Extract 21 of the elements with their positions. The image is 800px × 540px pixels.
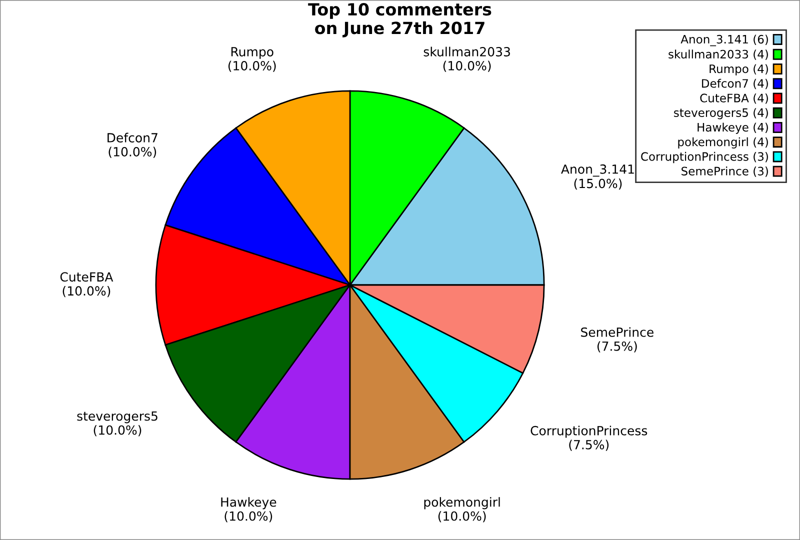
legend-label: Anon_3.141 (6)	[680, 34, 768, 46]
legend-label: pokemongirl (4)	[678, 137, 768, 148]
chart-title: Top 10 commenters on June 27th 2017	[308, 2, 492, 38]
legend-label: SemePrince (3)	[682, 166, 768, 177]
data-label: Hawkeye (10.0%)	[221, 497, 276, 522]
legend-label: CorruptionPrincess (3)	[641, 152, 768, 164]
data-label: pokemongirl (10.0%)	[424, 497, 500, 522]
data-label: SemePrince (7.5%)	[581, 327, 654, 352]
legend-label: steverogers5 (4)	[674, 108, 768, 120]
legend-label: Rumpo (4)	[710, 64, 768, 76]
data-label: steverogers5 (10.0%)	[77, 411, 158, 436]
legend-label: Hawkeye (4)	[698, 122, 768, 134]
legend-label: CuteFBA (4)	[700, 93, 768, 104]
data-label: Defcon7 (10.0%)	[108, 132, 158, 158]
data-label: Rumpo (10.0%)	[228, 47, 276, 72]
data-label: CorruptionPrincess (7.5%)	[530, 426, 648, 451]
legend-label: Defcon7 (4)	[702, 78, 768, 90]
legend-label: skullman2033 (4)	[668, 50, 768, 60]
data-label: Anon_3.141 (15.0%)	[561, 164, 634, 190]
data-label: skullman2033 (10.0%)	[424, 46, 510, 72]
data-label: CuteFBA (10.0%)	[60, 272, 114, 298]
